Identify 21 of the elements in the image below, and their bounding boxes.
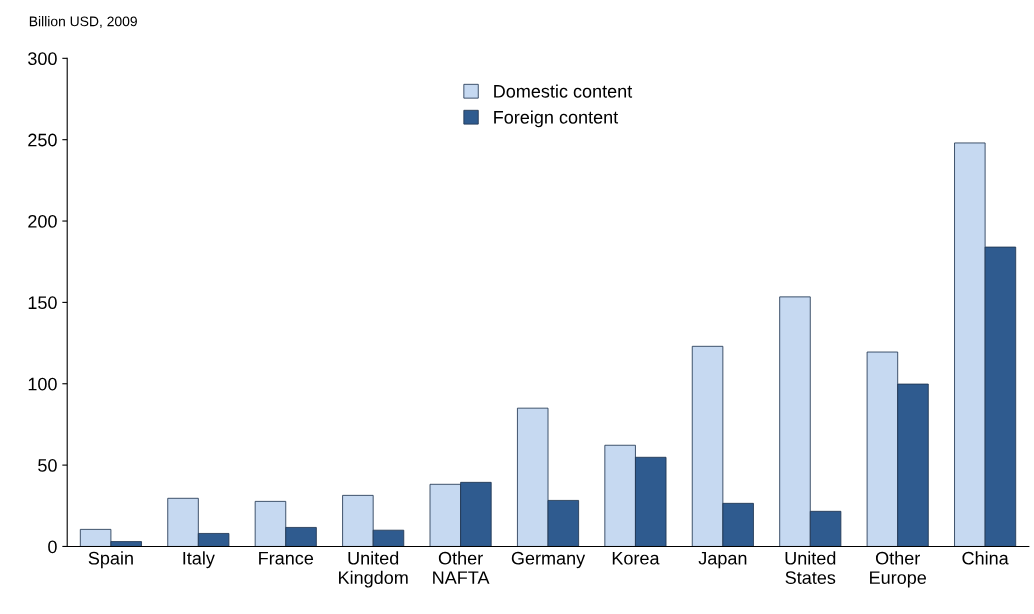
x-tick-label: Korea	[612, 551, 660, 565]
x-tick-label: Other Europe	[870, 551, 927, 588]
y-axis-title: Billion USD, 2009	[29, 16, 137, 28]
x-tick-label: United States	[785, 551, 836, 585]
y-tick-label: 50	[38, 459, 57, 472]
y-tick-label: 300	[28, 52, 57, 66]
legend-label: Domestic content	[494, 84, 633, 98]
x-tick-label: Germany	[511, 551, 586, 569]
y-tick-label: 150	[28, 296, 57, 310]
x-tick-label: United Kingdom	[339, 551, 408, 588]
x-tick-label: France	[259, 551, 314, 565]
x-tick-label: Other NAFTA	[433, 551, 490, 584]
y-tick-label: 0	[48, 540, 57, 554]
x-tick-label: China	[962, 551, 1009, 565]
y-tick-label: 100	[28, 377, 57, 391]
x-tick-label: Japan	[698, 551, 747, 569]
y-tick-label: 200	[28, 214, 57, 228]
x-tick-label: Spain	[88, 551, 133, 569]
x-tick-label: Italy	[183, 551, 215, 569]
y-tick-label: 250	[28, 133, 57, 147]
legend-label: Foreign content	[494, 110, 619, 128]
